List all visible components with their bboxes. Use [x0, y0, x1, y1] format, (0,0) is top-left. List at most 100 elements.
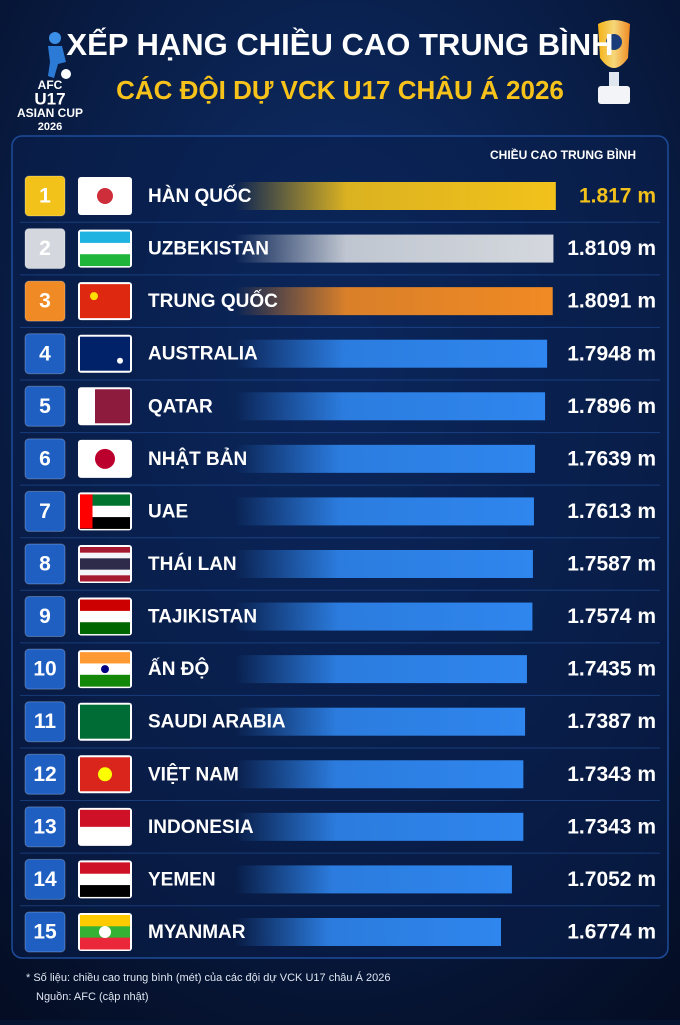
flag-part: [99, 925, 111, 938]
flag-part: [80, 505, 130, 518]
flag-part: [80, 552, 130, 559]
rank-box: [24, 175, 66, 217]
rank-box: [24, 806, 66, 848]
flag-part: [80, 599, 130, 612]
rank-label: 13: [33, 815, 56, 838]
rank-label: 10: [33, 658, 56, 681]
flag-part: [80, 517, 130, 529]
category-label: AUSTRALIA: [148, 344, 258, 365]
category-label: TAJIKISTAN: [148, 607, 257, 628]
logo-text: U17: [34, 89, 65, 108]
flag-part: [97, 188, 113, 204]
flag-part: [80, 914, 130, 927]
value-label: 1.6774 m: [567, 921, 656, 944]
flag: [80, 284, 130, 319]
value-label: 1.7613 m: [567, 500, 656, 523]
flag: [80, 599, 130, 635]
value-label: 1.7435 m: [567, 658, 656, 681]
value-header: CHIỀU CAO TRUNG BÌNH: [490, 147, 636, 162]
value-label: 1.7343 m: [567, 815, 656, 838]
flag-part: [80, 610, 130, 623]
flag-part: [80, 254, 130, 267]
value-label: 1.7387 m: [567, 710, 656, 733]
flag-part: [80, 622, 130, 635]
category-label: THÁI LAN: [148, 553, 237, 575]
category-label: QATAR: [148, 396, 213, 417]
value-label: 1.7948 m: [567, 342, 656, 365]
flag: [80, 757, 130, 792]
bar: [235, 812, 524, 841]
category-label: SAUDI ARABIA: [148, 712, 286, 733]
bar: [235, 497, 534, 526]
rank-label: 8: [39, 553, 51, 576]
flag: [80, 546, 130, 582]
category-label: MYANMAR: [148, 922, 246, 943]
rank-box: [24, 333, 66, 375]
flag-part: [80, 674, 130, 687]
footnote: * Số liệu: chiều cao trung bình (mét) củ…: [26, 971, 390, 984]
flag-part: [101, 665, 109, 674]
rank-box: [24, 490, 66, 532]
bar: [235, 917, 502, 946]
value-label: 1.7574 m: [567, 605, 656, 628]
category-label: INDONESIA: [148, 817, 254, 838]
rank-label: 12: [33, 763, 56, 786]
flag: [80, 652, 130, 687]
value-label: 1.7052 m: [567, 868, 656, 891]
logo-text: 2026: [38, 121, 62, 133]
flag: [80, 389, 130, 424]
rank-label: 15: [33, 921, 57, 944]
rank-label: 14: [33, 868, 57, 891]
flag-part: [80, 826, 130, 845]
flag-part: [80, 494, 130, 507]
rank-box: [24, 648, 66, 690]
flag-part: [80, 231, 130, 244]
flag-part: [80, 862, 130, 875]
flag-part: [95, 448, 115, 469]
flag-part: [80, 569, 130, 576]
bar: [235, 182, 556, 210]
value-label: 1.7587 m: [567, 553, 656, 576]
value-label: 1.8109 m: [567, 237, 656, 260]
category-label: UZBEKISTAN: [148, 239, 269, 260]
flag-part: [117, 357, 123, 364]
flag-part: [80, 494, 93, 529]
rank-box: [24, 228, 66, 270]
flag: [80, 862, 130, 897]
flag-part: [80, 558, 130, 565]
flag-part: [80, 284, 130, 319]
value-label: 1.7896 m: [567, 395, 656, 418]
rank-label: 1: [39, 185, 51, 208]
rank-label: 11: [34, 710, 57, 733]
flag: [80, 809, 130, 845]
value-label: 1.7639 m: [567, 447, 656, 470]
flag: [80, 441, 130, 476]
category-label: HÀN QUỐC: [148, 185, 252, 207]
rank-label: 3: [39, 290, 51, 313]
rank-label: 2: [39, 237, 51, 260]
category-label: ẤN ĐỘ: [148, 658, 209, 680]
rank-label: 7: [39, 500, 51, 523]
flag-part: [98, 767, 112, 782]
flag-part: [80, 885, 130, 897]
rank-label: 4: [39, 342, 51, 365]
flag: [80, 179, 130, 213]
logo-text: AFC: [38, 78, 63, 92]
category-label: VIỆT NAM: [148, 763, 239, 785]
logo-text: ASIAN CUP: [17, 106, 83, 120]
chart-title: XẾP HẠNG CHIỀU CAO TRUNG BÌNH: [66, 27, 613, 62]
rank-box: [24, 753, 66, 795]
rank-box: [24, 596, 66, 638]
value-label: 1.7343 m: [567, 763, 656, 786]
bar: [235, 392, 546, 421]
bar: [235, 444, 535, 473]
flag-part: [95, 389, 130, 424]
source: Nguồn: AFC (cập nhật): [36, 991, 149, 1003]
bar: [235, 707, 526, 736]
flag: [80, 704, 130, 739]
rank-box: [24, 438, 66, 480]
rank-box: [24, 280, 66, 322]
flag-part: [80, 563, 130, 571]
